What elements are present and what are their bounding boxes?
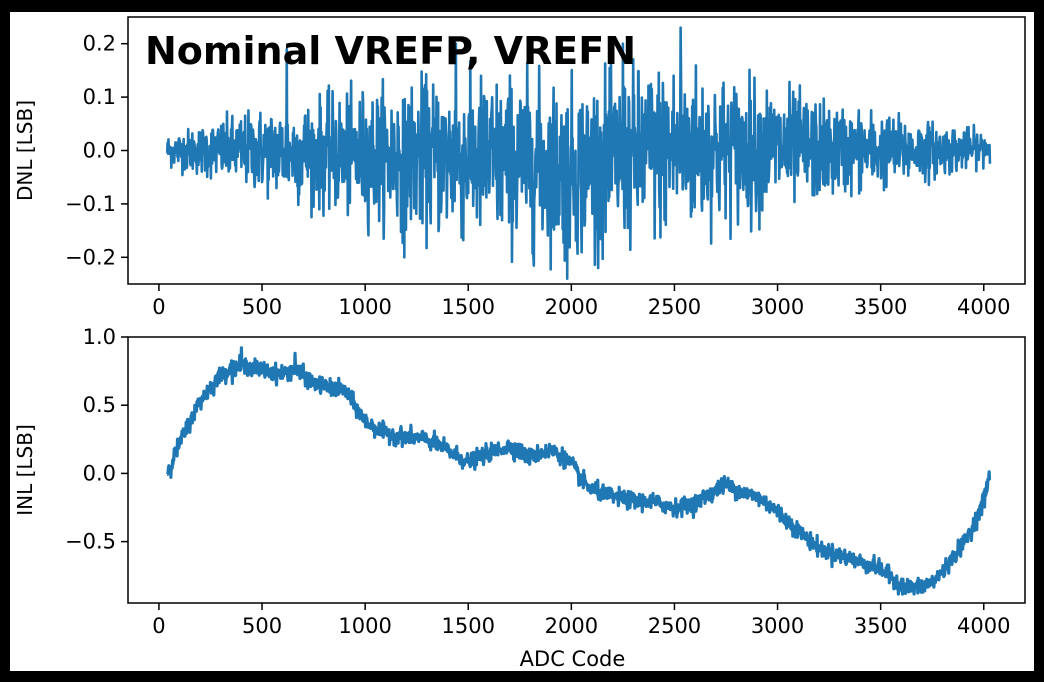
- dnl-xtick-label: 2500: [648, 295, 701, 319]
- inl-ytick-label: 1.0: [83, 325, 116, 349]
- inl-xtick-label: 3000: [751, 614, 804, 638]
- figure-title: Nominal VREFP, VREFN: [145, 29, 636, 73]
- inl-ytick-label: 0.0: [83, 461, 116, 485]
- dnl-xtick-label: 500: [242, 295, 282, 319]
- dnl-xtick-label: 1500: [442, 295, 495, 319]
- inl-xtick-label: 4000: [957, 614, 1010, 638]
- inl-ylabel: INL [LSB]: [13, 424, 37, 516]
- dnl-ytick-label: 0.0: [83, 139, 116, 163]
- dnl-xtick-label: 1000: [338, 295, 391, 319]
- dnl-plot: 0 500 1000 1500 2000 2500 3000 3500 4000 −0.2 −0.1…: [13, 16, 1026, 319]
- inl-ytick-label: 0.5: [83, 393, 116, 417]
- chart-svg: 0 500 1000 1500 2000 2500 3000 3500 4000 −0.2 −0.1…: [13, 16, 1026, 671]
- dnl-ytick-label: −0.1: [65, 192, 116, 216]
- dnl-ytick-label: 0.1: [83, 85, 116, 109]
- inl-axes-frame: [127, 336, 1026, 604]
- inl-xtick-label: 0: [152, 614, 165, 638]
- figure-canvas: 0 500 1000 1500 2000 2500 3000 3500 4000 −0.2 −0.1…: [10, 12, 1034, 671]
- inl-xtick-label: 500: [242, 614, 282, 638]
- dnl-ytick-label: 0.2: [83, 32, 116, 56]
- inl-plot: 0 500 1000 1500 2000 2500 3000 3500 4000 −0.5 0.0 0…: [13, 325, 1026, 671]
- dnl-series-line: [165, 26, 992, 280]
- inl-xlabel: ADC Code: [520, 647, 626, 671]
- dnl-xtick-label: 3000: [751, 295, 804, 319]
- inl-series-line: [165, 346, 992, 596]
- dnl-xtick-label: 4000: [957, 295, 1010, 319]
- dnl-xtick-label: 3500: [854, 295, 907, 319]
- inl-xtick-label: 1500: [442, 614, 495, 638]
- dnl-xtick-label: 2000: [545, 295, 598, 319]
- dnl-ytick-label: −0.2: [65, 245, 116, 269]
- inl-xtick-label: 3500: [854, 614, 907, 638]
- inl-xtick-label: 1000: [338, 614, 391, 638]
- inl-xtick-label: 2500: [648, 614, 701, 638]
- inl-xtick-label: 2000: [545, 614, 598, 638]
- inl-ytick-label: −0.5: [65, 530, 116, 554]
- dnl-xtick-label: 0: [152, 295, 165, 319]
- dnl-ylabel: DNL [LSB]: [13, 100, 37, 201]
